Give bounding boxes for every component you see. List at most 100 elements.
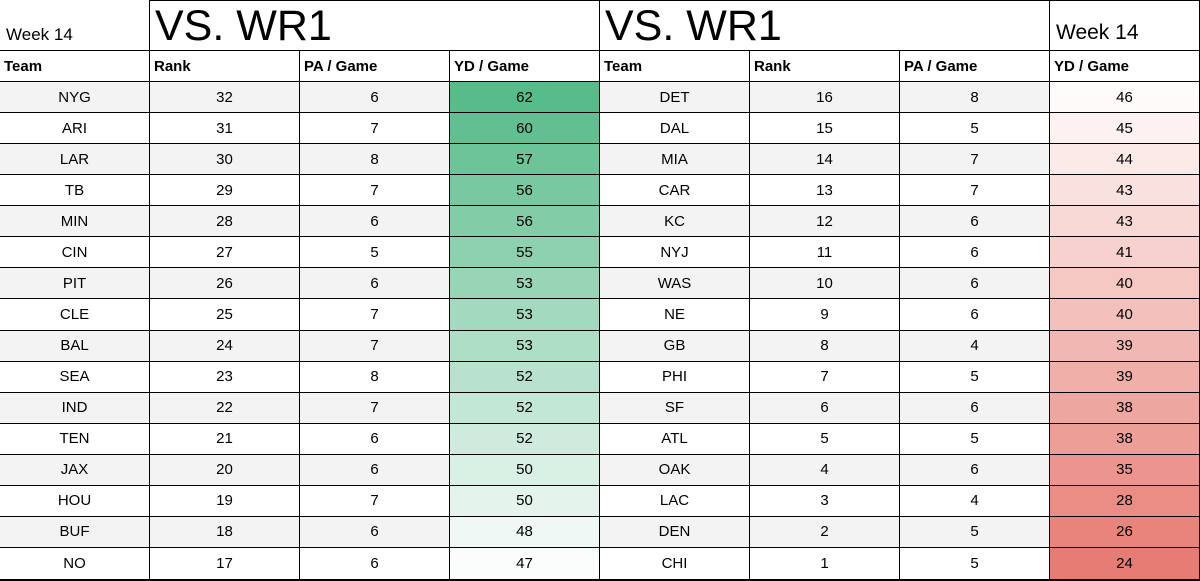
team-cell[interactable]: MIN <box>0 206 150 238</box>
rank-cell[interactable]: 6 <box>750 392 900 424</box>
rank-cell[interactable]: 30 <box>150 144 300 176</box>
team-cell[interactable]: ARI <box>0 113 150 145</box>
rank-cell[interactable]: 24 <box>150 330 300 362</box>
yd-game-cell[interactable]: 35 <box>1050 454 1200 486</box>
pa-game-cell[interactable]: 4 <box>900 330 1050 362</box>
yd-game-cell[interactable]: 60 <box>450 113 600 145</box>
team-cell[interactable]: ATL <box>600 423 750 455</box>
yd-game-cell[interactable]: 38 <box>1050 392 1200 424</box>
pa-game-cell[interactable]: 6 <box>300 423 450 455</box>
rank-cell[interactable]: 8 <box>750 330 900 362</box>
rank-cell[interactable]: 27 <box>150 237 300 269</box>
rank-cell[interactable]: 17 <box>150 547 300 579</box>
rank-cell[interactable]: 19 <box>150 485 300 517</box>
team-cell[interactable]: IND <box>0 392 150 424</box>
pa-game-cell[interactable]: 7 <box>300 330 450 362</box>
pa-game-cell[interactable]: 5 <box>900 516 1050 548</box>
team-cell[interactable]: NO <box>0 547 150 579</box>
rank-cell[interactable]: 4 <box>750 454 900 486</box>
pa-game-cell[interactable]: 6 <box>300 268 450 300</box>
yd-game-cell[interactable]: 39 <box>1050 361 1200 393</box>
pa-game-cell[interactable]: 6 <box>300 206 450 238</box>
right-table-title-cell[interactable]: VS. WR1 <box>600 0 1050 51</box>
team-cell[interactable]: LAC <box>600 485 750 517</box>
rank-cell[interactable]: 7 <box>750 361 900 393</box>
rank-cell[interactable]: 20 <box>150 454 300 486</box>
rank-cell[interactable]: 1 <box>750 547 900 579</box>
pa-game-cell[interactable]: 6 <box>900 268 1050 300</box>
team-cell[interactable]: KC <box>600 206 750 238</box>
team-cell[interactable]: NYJ <box>600 237 750 269</box>
rank-cell[interactable]: 18 <box>150 516 300 548</box>
team-cell[interactable]: PIT <box>0 268 150 300</box>
team-cell[interactable]: NYG <box>0 82 150 114</box>
rank-cell[interactable]: 21 <box>150 423 300 455</box>
col-header-pa-game[interactable]: PA / Game <box>300 51 450 82</box>
team-cell[interactable]: TB <box>0 175 150 207</box>
col-header-team[interactable]: Team <box>600 51 750 82</box>
rank-cell[interactable]: 13 <box>750 175 900 207</box>
rank-cell[interactable]: 26 <box>150 268 300 300</box>
team-cell[interactable]: LAR <box>0 144 150 176</box>
yd-game-cell[interactable]: 48 <box>450 516 600 548</box>
rank-cell[interactable]: 12 <box>750 206 900 238</box>
pa-game-cell[interactable]: 6 <box>300 82 450 114</box>
team-cell[interactable]: DEN <box>600 516 750 548</box>
left-table-title-cell[interactable]: VS. WR1 <box>150 0 600 51</box>
team-cell[interactable]: CAR <box>600 175 750 207</box>
pa-game-cell[interactable]: 5 <box>300 237 450 269</box>
yd-game-cell[interactable]: 53 <box>450 268 600 300</box>
yd-game-cell[interactable]: 24 <box>1050 547 1200 579</box>
team-cell[interactable]: CIN <box>0 237 150 269</box>
yd-game-cell[interactable]: 38 <box>1050 423 1200 455</box>
pa-game-cell[interactable]: 7 <box>300 113 450 145</box>
rank-cell[interactable]: 23 <box>150 361 300 393</box>
yd-game-cell[interactable]: 26 <box>1050 516 1200 548</box>
yd-game-cell[interactable]: 39 <box>1050 330 1200 362</box>
pa-game-cell[interactable]: 6 <box>300 516 450 548</box>
rank-cell[interactable]: 16 <box>750 82 900 114</box>
yd-game-cell[interactable]: 55 <box>450 237 600 269</box>
yd-game-cell[interactable]: 56 <box>450 175 600 207</box>
col-header-rank[interactable]: Rank <box>150 51 300 82</box>
yd-game-cell[interactable]: 50 <box>450 485 600 517</box>
rank-cell[interactable]: 32 <box>150 82 300 114</box>
pa-game-cell[interactable]: 7 <box>300 175 450 207</box>
pa-game-cell[interactable]: 6 <box>900 392 1050 424</box>
team-cell[interactable]: TEN <box>0 423 150 455</box>
pa-game-cell[interactable]: 5 <box>900 113 1050 145</box>
yd-game-cell[interactable]: 44 <box>1050 144 1200 176</box>
col-header-rank[interactable]: Rank <box>750 51 900 82</box>
rank-cell[interactable]: 15 <box>750 113 900 145</box>
team-cell[interactable]: JAX <box>0 454 150 486</box>
rank-cell[interactable]: 11 <box>750 237 900 269</box>
team-cell[interactable]: CHI <box>600 547 750 579</box>
yd-game-cell[interactable]: 43 <box>1050 175 1200 207</box>
pa-game-cell[interactable]: 4 <box>900 485 1050 517</box>
pa-game-cell[interactable]: 8 <box>900 82 1050 114</box>
pa-game-cell[interactable]: 7 <box>300 299 450 331</box>
pa-game-cell[interactable]: 7 <box>300 485 450 517</box>
yd-game-cell[interactable]: 46 <box>1050 82 1200 114</box>
team-cell[interactable]: CLE <box>0 299 150 331</box>
left-week-label-cell[interactable]: Week 14 <box>0 0 150 51</box>
rank-cell[interactable]: 3 <box>750 485 900 517</box>
team-cell[interactable]: SF <box>600 392 750 424</box>
rank-cell[interactable]: 25 <box>150 299 300 331</box>
yd-game-cell[interactable]: 50 <box>450 454 600 486</box>
pa-game-cell[interactable]: 5 <box>900 547 1050 579</box>
yd-game-cell[interactable]: 28 <box>1050 485 1200 517</box>
yd-game-cell[interactable]: 52 <box>450 361 600 393</box>
yd-game-cell[interactable]: 53 <box>450 299 600 331</box>
pa-game-cell[interactable]: 6 <box>900 454 1050 486</box>
pa-game-cell[interactable]: 7 <box>300 392 450 424</box>
team-cell[interactable]: OAK <box>600 454 750 486</box>
col-header-team[interactable]: Team <box>0 51 150 82</box>
rank-cell[interactable]: 28 <box>150 206 300 238</box>
rank-cell[interactable]: 22 <box>150 392 300 424</box>
team-cell[interactable]: HOU <box>0 485 150 517</box>
rank-cell[interactable]: 10 <box>750 268 900 300</box>
pa-game-cell[interactable]: 7 <box>900 175 1050 207</box>
pa-game-cell[interactable]: 6 <box>900 206 1050 238</box>
team-cell[interactable]: BUF <box>0 516 150 548</box>
